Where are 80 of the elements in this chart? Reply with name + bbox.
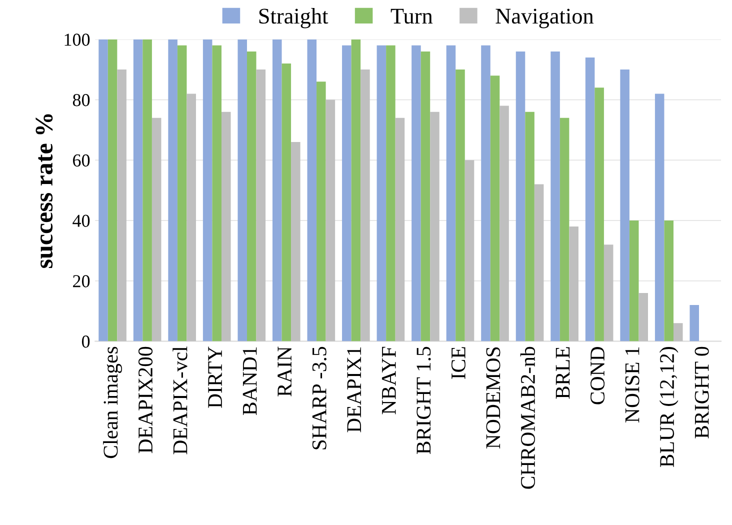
y-tick-label: 20	[73, 275, 90, 288]
bar	[272, 39, 282, 342]
bar	[212, 45, 222, 342]
bar	[456, 70, 465, 342]
bar	[550, 51, 560, 342]
bar	[351, 39, 361, 342]
bar	[569, 226, 578, 342]
x-tick-label: DEAPIX1	[347, 347, 361, 432]
bar	[246, 51, 256, 342]
legend-label: Navigation	[496, 8, 594, 28]
bar	[430, 112, 440, 342]
bar	[664, 220, 674, 342]
bar	[464, 160, 474, 342]
x-tick-label: DEAPIX-vcl	[172, 346, 188, 454]
bar	[168, 39, 178, 342]
bar	[282, 64, 292, 342]
bar	[490, 76, 500, 342]
bar	[654, 94, 664, 342]
x-tick-label: DEAPIX200	[138, 346, 153, 454]
bar	[316, 82, 326, 342]
y-tick-label: 0	[82, 336, 90, 348]
bar	[638, 292, 648, 342]
bar	[238, 39, 247, 342]
bar	[674, 323, 683, 342]
bar	[594, 88, 604, 342]
x-tick-label: RAIN	[278, 346, 292, 396]
bar	[629, 220, 639, 342]
x-tick-label: CHROMAB2-nb	[520, 346, 535, 489]
bar	[307, 39, 317, 342]
bar	[534, 184, 544, 342]
bar	[133, 39, 143, 342]
y-tick-label: 80	[72, 94, 90, 106]
x-tick-label: DIRTY	[208, 346, 222, 408]
x-tick-label: BRIGHT 1.5	[416, 346, 431, 454]
bar	[585, 57, 595, 342]
bar	[152, 118, 162, 342]
bar	[420, 51, 430, 342]
y-tick-label: 100	[64, 34, 90, 46]
x-tick-label: SHARP -3.5	[312, 346, 326, 450]
x-tick-label: ICE	[451, 347, 466, 379]
bar	[291, 142, 300, 342]
legend-label: Straight	[259, 8, 328, 28]
bar	[202, 39, 212, 342]
bar	[326, 100, 336, 342]
bar	[221, 112, 231, 342]
x-tick-label: NODEMOS	[486, 347, 500, 449]
bar	[500, 106, 509, 342]
bar	[560, 118, 570, 342]
bar	[446, 45, 456, 342]
bar	[256, 70, 266, 342]
x-tick-label: BAND1	[242, 347, 257, 415]
bar	[108, 39, 118, 342]
bar	[360, 70, 370, 342]
bar	[142, 39, 152, 342]
bar	[117, 70, 126, 342]
y-tick-label: 40	[72, 214, 90, 227]
bar	[177, 45, 187, 342]
x-tick-label: NOISE 1	[625, 347, 640, 422]
x-tick-label: NBAYF	[382, 346, 396, 414]
bar	[376, 45, 386, 342]
bar	[604, 244, 614, 342]
bar	[395, 118, 405, 342]
y-axis-title: success rate %	[36, 114, 53, 268]
bar	[186, 94, 196, 342]
bar	[386, 45, 396, 342]
x-tick-label: Clean images	[103, 346, 122, 458]
x-tick-label: BRIGHT 0	[694, 346, 709, 438]
bar	[620, 70, 630, 342]
legend-label: Turn	[390, 8, 433, 24]
bar	[516, 51, 526, 342]
x-tick-label: BLUR (12,12)	[659, 347, 678, 468]
bar	[342, 45, 352, 342]
x-tick-label: BRLE	[556, 347, 570, 399]
y-tick-label: 60	[73, 154, 90, 167]
bar	[690, 305, 699, 342]
x-tick-label: COND	[590, 346, 605, 404]
bar	[481, 45, 490, 342]
bar	[412, 45, 421, 342]
bar	[98, 39, 108, 342]
bar	[525, 112, 534, 342]
